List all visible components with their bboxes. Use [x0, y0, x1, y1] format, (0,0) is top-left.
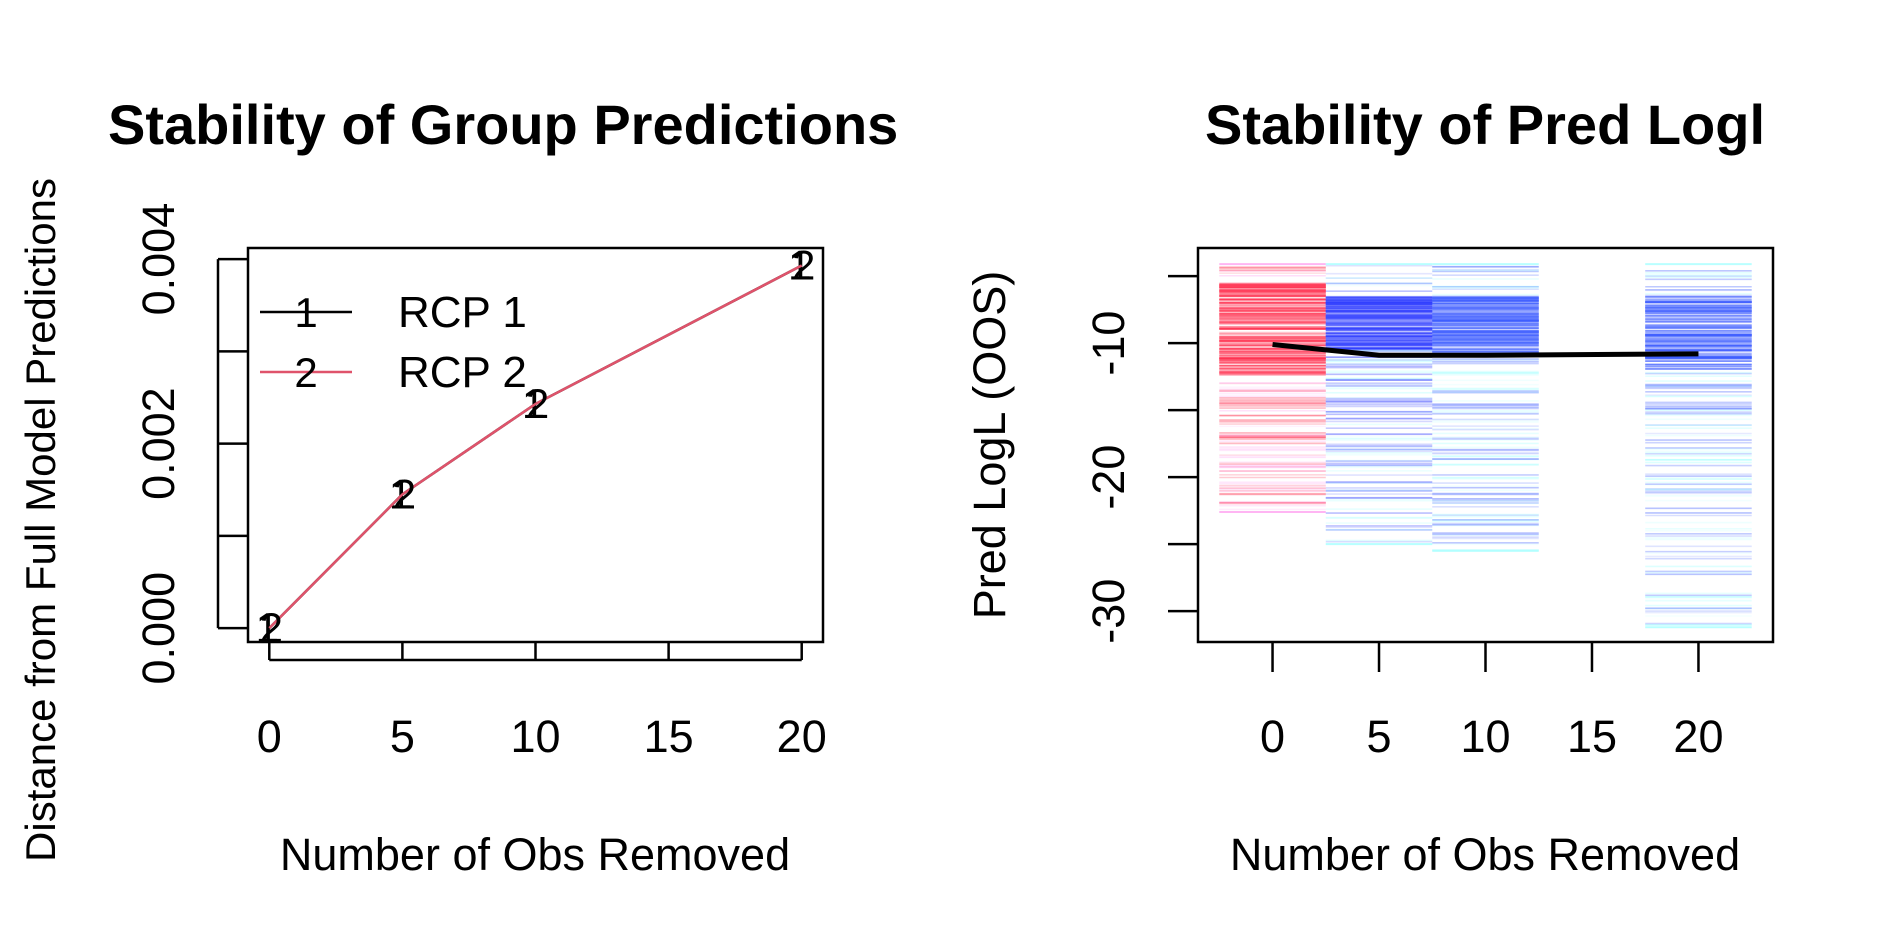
plot-frame-left [246, 246, 825, 644]
y-tick-label: -20 [1083, 445, 1134, 510]
data-point-2: 2 [526, 380, 549, 427]
legend-symbol: 1 [294, 289, 317, 336]
data-point-2: 2 [260, 604, 283, 651]
y-axis-label-left: Distance from Full Model Predictions [17, 178, 64, 862]
y-axis-label-right: Pred LogL (OOS) [964, 271, 1015, 620]
chart-group-predictions: Stability of Group Predictions Distance … [17, 93, 898, 880]
x-tick-label: 0 [257, 711, 282, 762]
chart-pred-logl: Stability of Pred Logl Pred LogL (OOS) N… [964, 93, 1775, 880]
y-tick-label: -30 [1083, 579, 1134, 644]
chart-title-right: Stability of Pred Logl [1205, 93, 1765, 156]
data-point-2: 2 [792, 242, 815, 289]
legend-symbol: 2 [294, 349, 317, 396]
x-tick-label: 5 [390, 711, 415, 762]
x-tick-label: 10 [510, 711, 560, 762]
x-tick-label: 5 [1367, 711, 1392, 762]
y-tick-label: 0.004 [133, 203, 184, 316]
legend-label: RCP 1 [398, 288, 527, 337]
distribution-x20 [1645, 263, 1752, 629]
data-point-1: 1 [256, 604, 279, 651]
y-tick-label: 0.002 [133, 387, 184, 500]
legend-left: 1 RCP 1 2 RCP 2 [260, 288, 527, 397]
x-tick-label: 0 [1260, 711, 1285, 762]
x-axis-label-right: Number of Obs Removed [1230, 829, 1740, 880]
x-tick-label: 15 [1567, 711, 1617, 762]
series-line-2 [268, 264, 803, 630]
x-tick-label: 20 [1673, 711, 1723, 762]
data-point-2: 2 [393, 470, 416, 517]
x-axis-label-left: Number of Obs Removed [280, 829, 790, 880]
y-tick-label: -10 [1083, 311, 1134, 376]
chart-title-left: Stability of Group Predictions [108, 93, 898, 156]
x-tick-label: 20 [777, 711, 827, 762]
data-point-1: 1 [522, 380, 545, 427]
legend-label: RCP 2 [398, 348, 527, 397]
distribution-x10 [1432, 263, 1539, 552]
series-line-1 [268, 264, 803, 630]
data-point-1: 1 [389, 470, 412, 517]
y-tick-label: 0.000 [133, 572, 184, 685]
x-tick-label: 10 [1460, 711, 1510, 762]
distribution-x0 [1219, 263, 1326, 514]
data-point-1: 1 [788, 242, 811, 289]
distribution-x5 [1325, 263, 1433, 546]
mean-logl-line [1272, 342, 1699, 358]
x-tick-label: 15 [644, 711, 694, 762]
plot-frame-right [1196, 246, 1775, 644]
